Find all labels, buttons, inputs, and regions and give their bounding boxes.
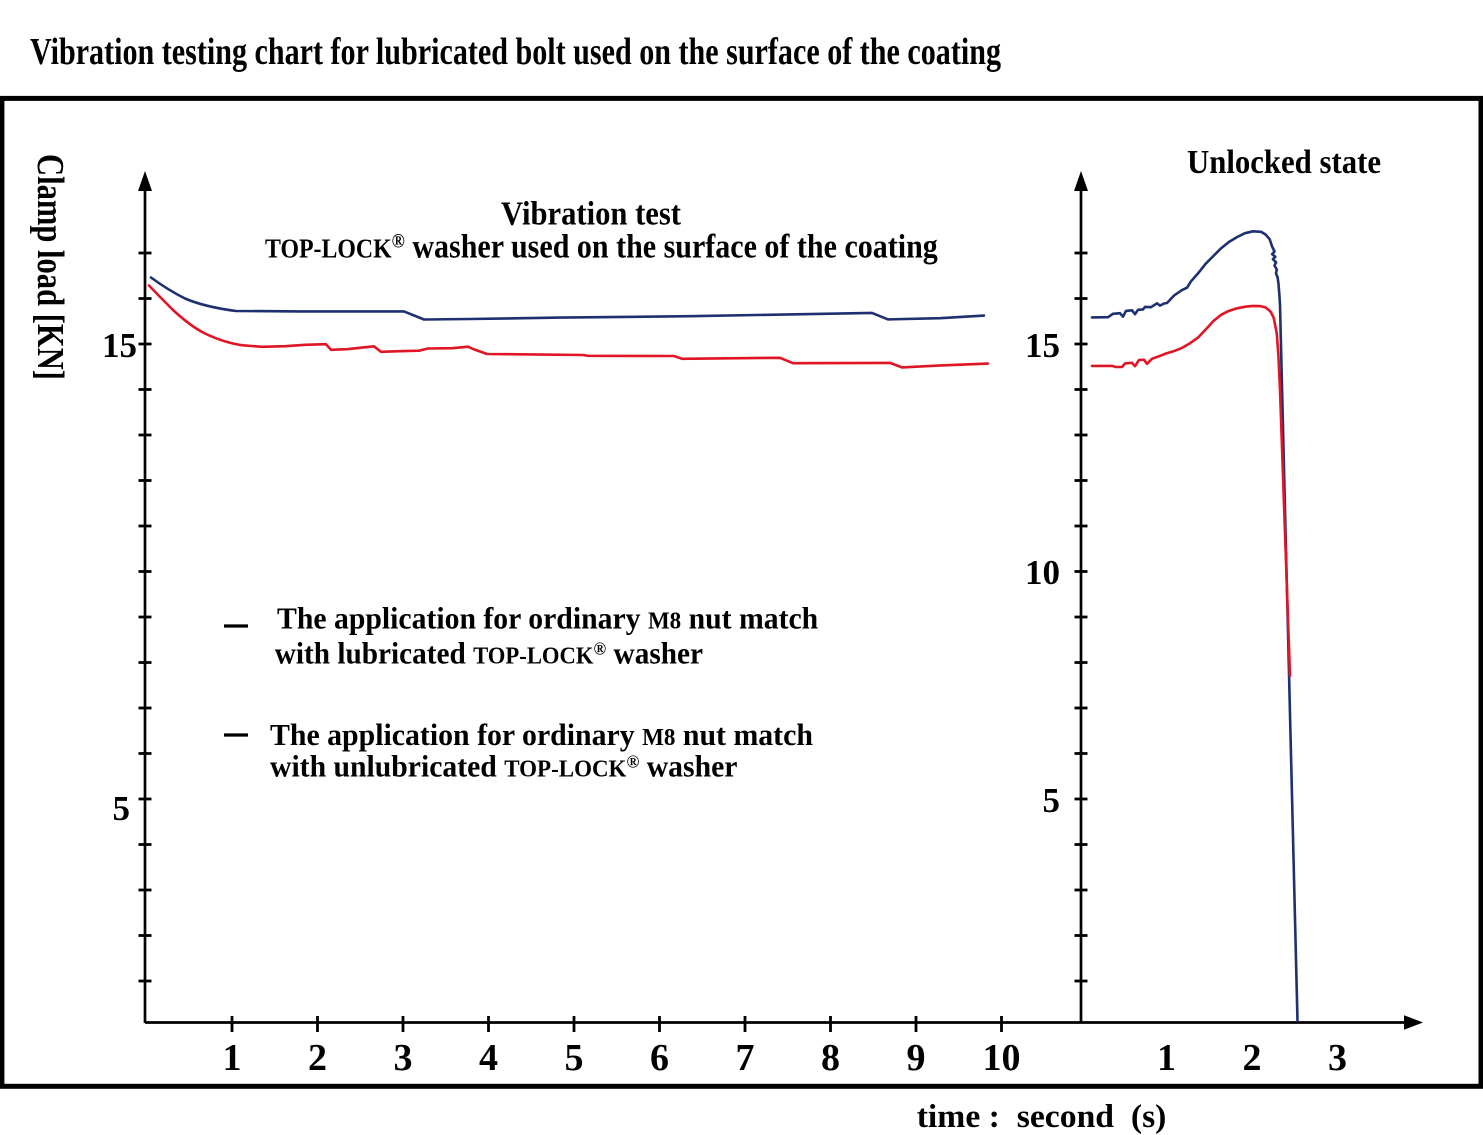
svg-text:Clamp load [KN]: Clamp load [KN] [29, 154, 71, 380]
svg-text:3: 3 [394, 1037, 413, 1079]
svg-text:9: 9 [907, 1037, 926, 1079]
svg-text:10: 10 [983, 1037, 1021, 1079]
svg-text:5: 5 [113, 789, 131, 828]
svg-text:7: 7 [736, 1037, 755, 1079]
svg-text:with unlubricated TOP-LOCK® wa: with unlubricated TOP-LOCK® washer [270, 749, 737, 784]
svg-text:The application for ordinary M: The application for ordinary M8 nut matc… [270, 717, 813, 752]
svg-text:The application for ordinary M: The application for ordinary M8 nut matc… [277, 601, 818, 636]
svg-text:Unlocked state: Unlocked state [1187, 144, 1381, 181]
svg-text:6: 6 [650, 1037, 669, 1079]
svg-text:2: 2 [308, 1037, 327, 1079]
svg-text:1: 1 [223, 1037, 242, 1079]
svg-text:15: 15 [1025, 326, 1060, 365]
svg-text:3: 3 [1328, 1037, 1347, 1079]
svg-text:15: 15 [102, 326, 137, 365]
svg-text:10: 10 [1025, 553, 1060, 592]
svg-text:8: 8 [821, 1037, 840, 1079]
svg-text:4: 4 [479, 1037, 498, 1079]
svg-text:1: 1 [1157, 1037, 1176, 1079]
svg-text:TOP-LOCK® washer used on the s: TOP-LOCK® washer used on the surface of … [265, 227, 938, 265]
svg-text:time : second (s): time : second (s) [917, 1098, 1167, 1135]
svg-text:Vibration test: Vibration test [501, 196, 682, 233]
svg-text:5: 5 [1043, 781, 1061, 820]
svg-text:5: 5 [565, 1037, 584, 1079]
svg-text:Vibration testing chart for lu: Vibration testing chart for lubricated b… [30, 31, 1001, 73]
svg-text:2: 2 [1243, 1037, 1262, 1079]
